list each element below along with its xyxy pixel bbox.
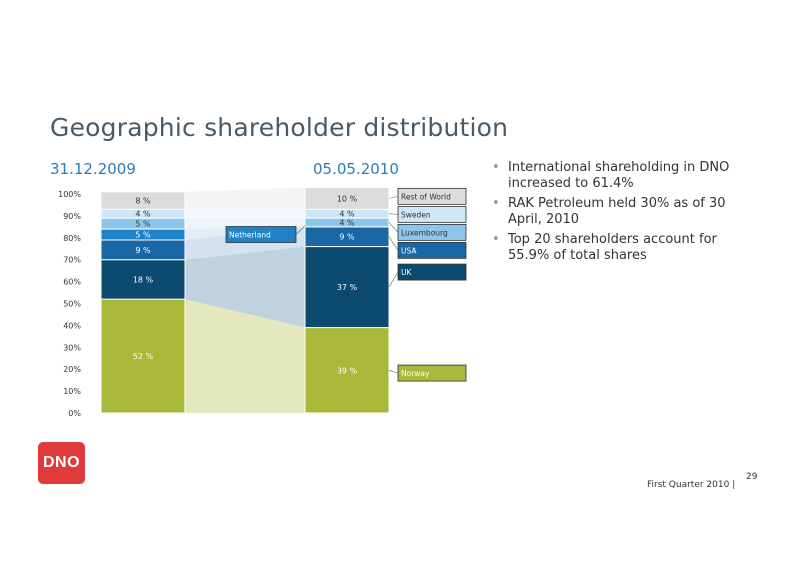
data-label: 5 %	[135, 220, 151, 229]
callout-line	[388, 370, 399, 374]
y-tick-label: 50%	[63, 300, 81, 309]
legend-label: Netherland	[229, 231, 271, 240]
y-tick-label: 30%	[63, 343, 81, 352]
y-tick-label: 100%	[58, 190, 81, 199]
data-label: 5 %	[135, 231, 151, 240]
data-label: 4 %	[339, 210, 355, 219]
callout-line	[388, 196, 399, 199]
legend-label: Rest of World	[401, 192, 451, 201]
bullet-item: International shareholding in DNO increa…	[490, 160, 750, 192]
data-label: 37 %	[337, 283, 358, 292]
connector-band-rest-of-world	[185, 187, 305, 210]
legend-box-norway	[397, 364, 467, 382]
legend-label: Sweden	[401, 210, 431, 219]
legend-box-sweden	[397, 205, 467, 223]
bar-segment-norway	[100, 298, 186, 414]
y-tick-label: 80%	[63, 234, 81, 243]
connector-band-netherland	[185, 226, 305, 240]
logo-text: DNO	[42, 454, 81, 471]
y-tick-label: 0%	[68, 409, 81, 418]
connector-band-norway	[185, 299, 305, 413]
legend-label: UK	[401, 268, 412, 277]
callout-line	[388, 236, 399, 251]
category-label-2010: 05.05.2010	[313, 160, 399, 178]
data-label: 9 %	[339, 233, 355, 242]
page-title: Geographic shareholder distribution	[50, 113, 509, 142]
bullet-item: RAK Petroleum held 30% as of 30 April, 2…	[490, 196, 750, 228]
bullet-item: Top 20 shareholders account for 55.9% of…	[490, 232, 750, 264]
y-tick-label: 10%	[63, 387, 81, 396]
legend-box-rest-of-world	[397, 187, 467, 205]
legend-box-usa	[397, 241, 467, 259]
data-label: 18 %	[133, 275, 154, 284]
category-label-2009: 31.12.2009	[50, 160, 136, 178]
y-tick-label: 90%	[63, 212, 81, 221]
data-label: 8 %	[135, 197, 151, 206]
callout-line	[388, 213, 399, 215]
connector-band-uk	[185, 246, 305, 328]
bar-segment-uk	[100, 259, 186, 300]
legend-label: Norway	[401, 369, 430, 378]
data-label: 4 %	[135, 210, 151, 219]
data-label: 39 %	[337, 366, 358, 375]
bullet-list: International shareholding in DNO increa…	[490, 160, 750, 268]
y-tick-label: 40%	[63, 321, 81, 330]
legend-box-luxembourg	[397, 223, 467, 241]
legend-box-uk	[397, 263, 467, 281]
page-number: 29	[746, 472, 758, 482]
legend-box-netherland	[225, 226, 297, 243]
data-label: 10 %	[337, 194, 358, 203]
data-label: 4 %	[339, 218, 355, 227]
y-tick-label: 70%	[63, 256, 81, 265]
dno-logo: DNO	[38, 442, 85, 484]
data-label: 52 %	[133, 352, 154, 361]
footer-text: First Quarter 2010 |	[647, 480, 736, 490]
callout-line	[388, 222, 399, 233]
data-label: 9 %	[135, 246, 151, 255]
callout-line	[388, 271, 399, 288]
y-tick-label: 20%	[63, 365, 81, 374]
callout-line	[295, 225, 306, 235]
legend-label: USA	[401, 246, 417, 255]
y-tick-label: 60%	[63, 278, 81, 287]
stacked-bar-chart: 52 %39 %18 %37 %9 %9 %5 %5 % 4 %4 % 4 %8 %…	[58, 186, 467, 418]
connector-band-sweden	[185, 209, 305, 219]
bar-segment-rest-of-world	[100, 191, 186, 210]
legend-label: Luxembourg	[401, 228, 448, 237]
